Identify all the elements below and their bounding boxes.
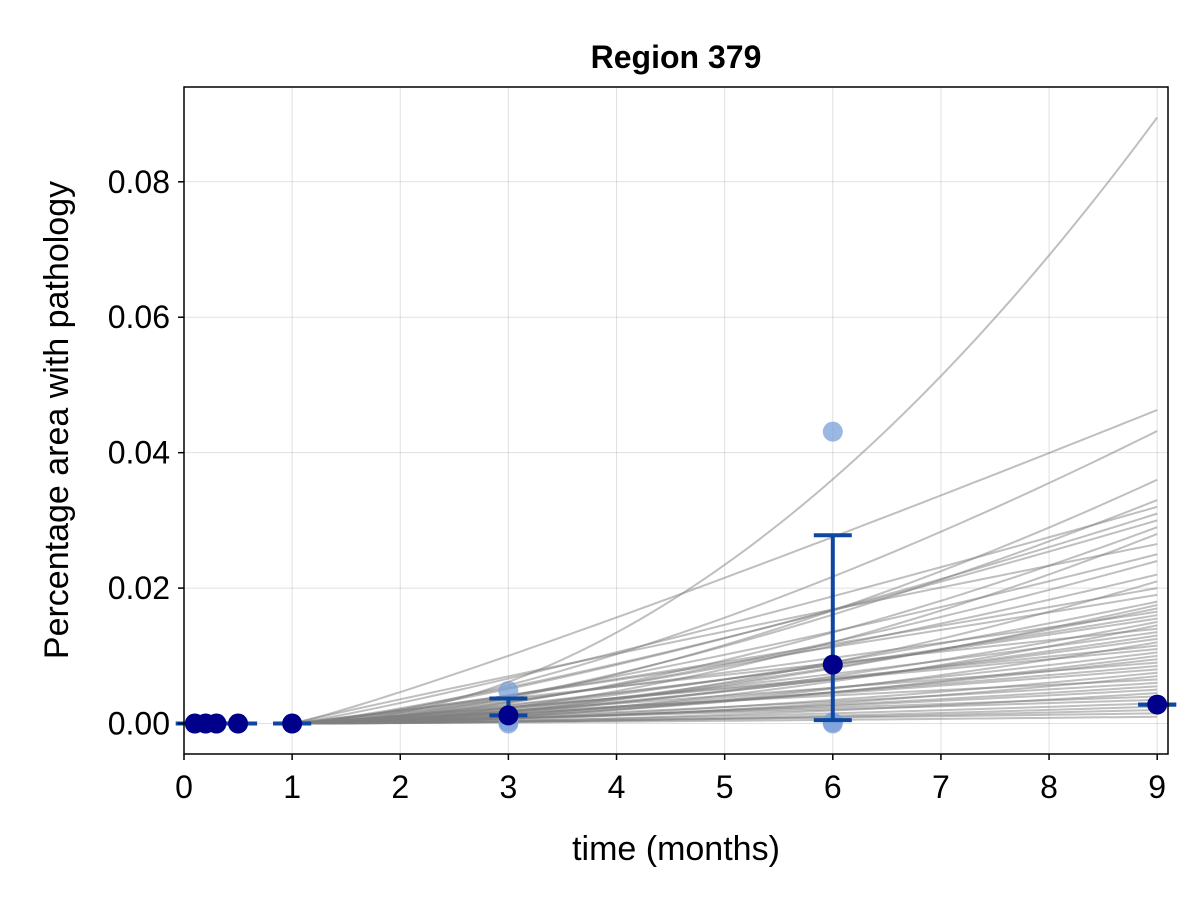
y-tick-label: 0.04 bbox=[108, 435, 170, 471]
x-tick-label: 0 bbox=[175, 769, 193, 805]
posterior-curve bbox=[291, 409, 1158, 725]
x-tick-label: 9 bbox=[1148, 769, 1166, 805]
posterior-curve bbox=[292, 648, 1158, 725]
posterior-curve bbox=[292, 519, 1158, 725]
posterior-curve bbox=[292, 678, 1158, 725]
x-axis-ticks: 0 1 2 3 4 5 6 7 8 9 bbox=[175, 754, 1166, 805]
posterior-curve bbox=[292, 715, 1158, 725]
x-tick-label: 7 bbox=[932, 769, 950, 805]
x-tick-label: 4 bbox=[608, 769, 626, 805]
y-tick-label: 0.08 bbox=[108, 164, 170, 200]
posterior-curve bbox=[292, 116, 1158, 725]
y-axis-ticks: 0.00 0.02 0.04 0.06 0.08 bbox=[108, 164, 184, 742]
mean-points bbox=[184, 654, 1168, 734]
chart-title: Region 379 bbox=[591, 39, 762, 75]
plot-frame bbox=[183, 86, 1169, 755]
grid bbox=[183, 87, 1168, 754]
raw-point bbox=[498, 681, 519, 702]
posterior-curve bbox=[292, 698, 1158, 725]
posterior-curve bbox=[291, 505, 1158, 725]
y-tick-label: 0.02 bbox=[108, 570, 170, 606]
x-tick-label: 2 bbox=[391, 769, 409, 805]
mean-point bbox=[822, 654, 843, 675]
x-tick-label: 1 bbox=[283, 769, 301, 805]
mean-point bbox=[498, 705, 519, 726]
mean-point bbox=[228, 713, 249, 734]
mean-point bbox=[206, 713, 227, 734]
mean-point bbox=[282, 713, 303, 734]
posterior-curve bbox=[292, 627, 1158, 725]
posterior-curves bbox=[291, 116, 1158, 725]
x-tick-label: 6 bbox=[824, 769, 842, 805]
posterior-curve bbox=[291, 543, 1158, 725]
posterior-curve bbox=[292, 573, 1158, 725]
raw-point bbox=[822, 712, 843, 733]
x-tick-label: 3 bbox=[499, 769, 517, 805]
raw-point bbox=[822, 421, 843, 442]
y-tick-label: 0.06 bbox=[108, 299, 170, 335]
x-tick-label: 5 bbox=[716, 769, 734, 805]
x-axis-label: time (months) bbox=[572, 830, 780, 868]
posterior-curve bbox=[292, 610, 1158, 725]
y-tick-label: 0.00 bbox=[108, 706, 170, 742]
x-tick-label: 8 bbox=[1040, 769, 1058, 805]
y-axis-label: Percentage area with pathology bbox=[38, 181, 76, 659]
mean-point bbox=[1147, 694, 1168, 715]
